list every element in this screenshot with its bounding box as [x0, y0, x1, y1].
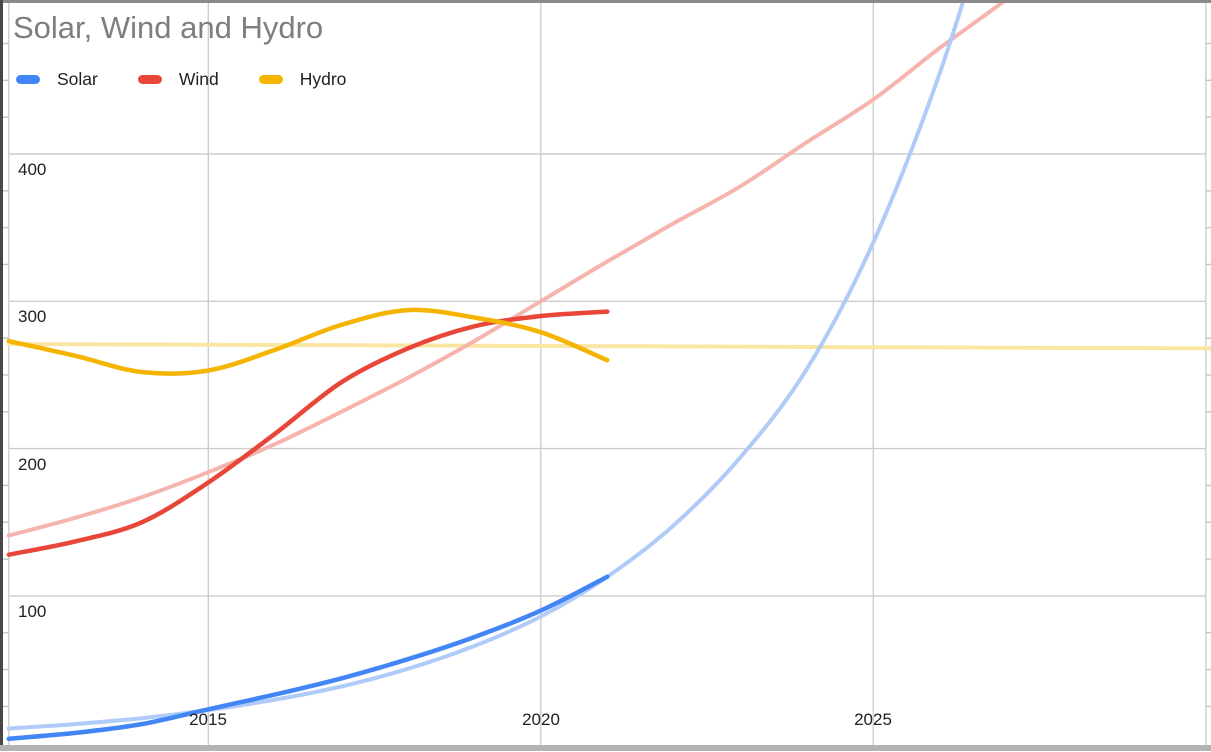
legend-label: Wind: [178, 69, 219, 89]
x-axis-tick-label: 2015: [189, 710, 227, 729]
legend: Solar Wind Hydro: [16, 69, 386, 90]
window-top-border: [0, 0, 1211, 3]
chart-bottom-axis-bar: [0, 745, 1211, 751]
y-axis-tick-label: 200: [18, 455, 47, 474]
series-line-solar-trendline: [6, 0, 966, 731]
x-axis-tick-label: 2025: [854, 710, 892, 729]
legend-item-wind: Wind: [137, 69, 219, 90]
series-line-hydro-trendline: [6, 342, 1211, 351]
series-line-wind-trendline: [6, 0, 1009, 538]
solar-series-swatch: [16, 75, 40, 84]
hydro-series-swatch: [258, 75, 283, 84]
x-axis-tick-label: 2020: [522, 710, 560, 729]
chart-title: Solar, Wind and Hydro: [13, 10, 324, 45]
legend-label: Solar: [57, 69, 98, 89]
series-line-hydro: [6, 307, 610, 376]
window-left-border: [0, 0, 3, 745]
legend-item-solar: Solar: [16, 69, 98, 90]
y-axis-tick-label: 300: [18, 307, 47, 326]
y-axis-tick-label: 400: [18, 160, 47, 179]
legend-label: Hydro: [299, 69, 347, 89]
series-line-solar: [6, 574, 610, 742]
legend-item-hydro: Hydro: [258, 69, 347, 90]
series-line-wind: [6, 309, 610, 557]
y-axis-tick-label: 100: [18, 602, 47, 621]
wind-series-swatch: [137, 75, 162, 84]
